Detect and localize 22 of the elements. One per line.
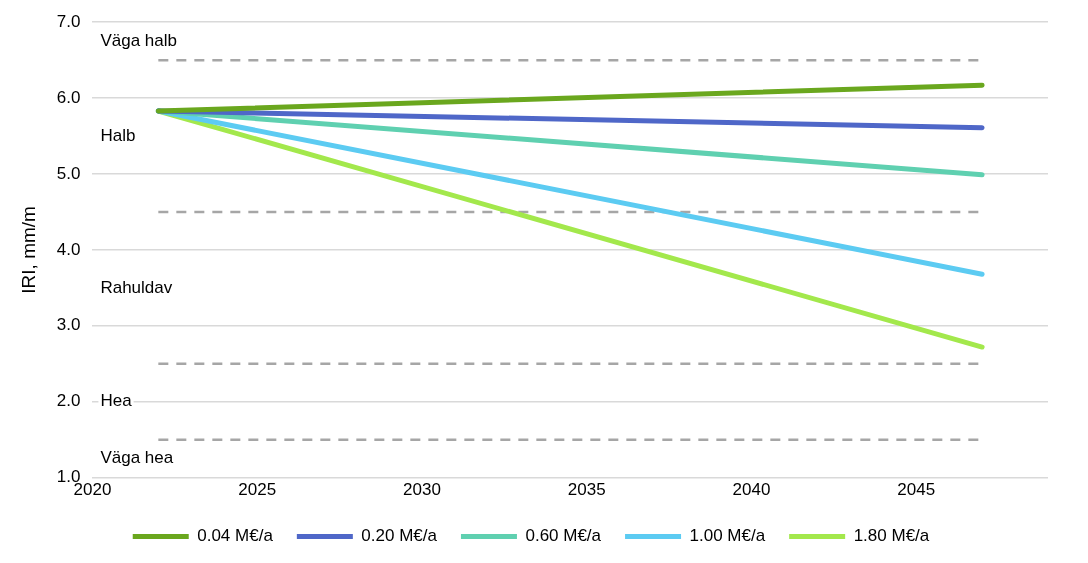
legend-label: 0.20 M€/a	[361, 526, 438, 546]
y-tick-label: 4.0	[56, 239, 81, 259]
legend-label: 1.80 M€/a	[853, 526, 930, 546]
y-tick-label: 7.0	[56, 11, 81, 31]
legend-label: 0.60 M€/a	[525, 526, 602, 546]
annotation: Hea	[100, 391, 133, 411]
y-tick-label: 5.0	[56, 163, 81, 183]
annotation: Halb	[100, 125, 136, 145]
x-tick-label: 2040	[732, 480, 771, 500]
x-tick-label: 2030	[403, 480, 441, 500]
annotation: Väga hea	[100, 448, 174, 468]
legend-label: 0.04 M€/a	[197, 526, 274, 546]
annotation: Rahuldav	[100, 277, 173, 297]
annotation: Väga halb	[100, 30, 178, 50]
x-tick-label: 2025	[238, 480, 277, 500]
legend-label: 1.00 M€/a	[689, 526, 766, 546]
x-tick-label: 2035	[567, 480, 606, 500]
y-tick-label: 6.0	[56, 87, 81, 107]
y-tick-label: 2.0	[56, 391, 81, 411]
y-axis-title: IRI, mm/m	[17, 206, 39, 294]
y-tick-label: 3.0	[56, 315, 81, 335]
x-tick-label: 2045	[897, 480, 936, 500]
